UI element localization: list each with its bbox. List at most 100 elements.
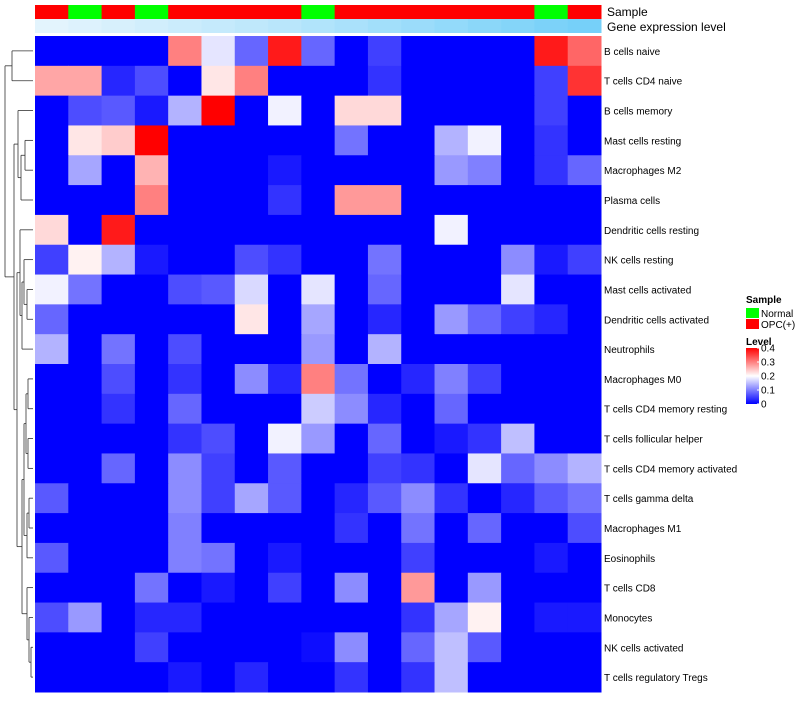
heatmap-cell bbox=[434, 214, 469, 246]
heatmap-cell bbox=[35, 65, 69, 97]
heatmap-cell bbox=[467, 572, 502, 604]
heatmap-cell bbox=[134, 483, 169, 514]
heatmap-cell bbox=[367, 393, 402, 425]
heatmap-cell bbox=[35, 423, 69, 454]
heatmap-cell bbox=[35, 155, 69, 186]
heatmap-cell bbox=[567, 483, 602, 514]
heatmap-cell bbox=[567, 185, 602, 216]
heatmap-cell bbox=[534, 334, 569, 365]
sample-annotation-cell bbox=[168, 5, 202, 19]
heatmap-cell bbox=[68, 214, 103, 246]
heatmap-cell bbox=[467, 185, 502, 216]
legend-level-colorbar bbox=[746, 348, 759, 404]
heatmap-cell bbox=[501, 542, 535, 574]
heatmap-cell bbox=[534, 632, 569, 663]
heatmap-cell bbox=[101, 632, 136, 663]
heatmap-cell bbox=[367, 214, 402, 246]
heatmap-cell bbox=[201, 95, 236, 126]
heatmap-cell bbox=[534, 483, 569, 514]
sample-annotation-cell bbox=[301, 5, 336, 19]
heatmap-cell bbox=[567, 125, 602, 156]
heatmap-cell bbox=[401, 662, 436, 693]
heatmap-cell bbox=[501, 185, 535, 216]
heatmap-cell bbox=[501, 423, 535, 454]
heatmap-cell bbox=[501, 155, 535, 186]
heatmap-cell bbox=[334, 602, 369, 633]
gene-expression-annotation-cell bbox=[534, 19, 569, 33]
heatmap-cells bbox=[35, 36, 602, 693]
heatmap-cell bbox=[68, 542, 103, 574]
heatmap-cell bbox=[201, 244, 236, 276]
heatmap-cell bbox=[301, 36, 336, 67]
heatmap-cell bbox=[101, 572, 136, 604]
heatmap-cell bbox=[234, 36, 269, 67]
legend-level-tick-label: 0 bbox=[761, 400, 767, 411]
heatmap-cell bbox=[234, 95, 269, 126]
heatmap-cell bbox=[467, 274, 502, 305]
heatmap-cell bbox=[101, 244, 136, 276]
legend-level-tick-label: 0.1 bbox=[761, 386, 775, 397]
heatmap-cell bbox=[68, 304, 103, 335]
heatmap-cell bbox=[234, 334, 269, 365]
heatmap-cell bbox=[35, 542, 69, 574]
sample-annotation-cell bbox=[134, 5, 169, 19]
heatmap-cell bbox=[467, 513, 502, 544]
heatmap-cell bbox=[168, 602, 202, 633]
heatmap-cell bbox=[401, 572, 436, 604]
heatmap-cell bbox=[234, 304, 269, 335]
sample-annotation-cell bbox=[534, 5, 569, 19]
heatmap-cell bbox=[334, 155, 369, 186]
heatmap-cell bbox=[301, 632, 336, 663]
heatmap-cell bbox=[301, 125, 336, 156]
heatmap-cell bbox=[168, 513, 202, 544]
heatmap-cell bbox=[168, 423, 202, 454]
heatmap-cell bbox=[134, 513, 169, 544]
heatmap-cell bbox=[567, 423, 602, 454]
heatmap-cell bbox=[268, 274, 302, 305]
heatmap-cell bbox=[501, 602, 535, 633]
heatmap-cell bbox=[268, 423, 302, 454]
heatmap-cell bbox=[334, 334, 369, 365]
legend-level-tick-label: 0.4 bbox=[761, 344, 775, 355]
heatmap-cell bbox=[467, 542, 502, 574]
heatmap-cell bbox=[534, 393, 569, 425]
heatmap-cell bbox=[434, 364, 469, 395]
heatmap-cell bbox=[334, 662, 369, 693]
heatmap-cell bbox=[467, 483, 502, 514]
heatmap-cell bbox=[367, 65, 402, 97]
heatmap-cell bbox=[234, 572, 269, 604]
heatmap-cell bbox=[567, 542, 602, 574]
heatmap-cell bbox=[68, 572, 103, 604]
heatmap-cell bbox=[35, 214, 69, 246]
heatmap-cell bbox=[301, 513, 336, 544]
heatmap-cell bbox=[367, 632, 402, 663]
heatmap-cell bbox=[234, 423, 269, 454]
legend-opc-label: OPC(+) bbox=[761, 320, 795, 331]
heatmap-cell bbox=[501, 244, 535, 276]
legend-normal-swatch bbox=[746, 308, 759, 318]
heatmap-cell bbox=[501, 453, 535, 484]
sample-annotation-cell bbox=[567, 5, 602, 19]
heatmap-cell bbox=[168, 304, 202, 335]
heatmap-cell bbox=[168, 632, 202, 663]
row-label: NK cells activated bbox=[604, 643, 683, 654]
heatmap-cell bbox=[201, 364, 236, 395]
heatmap-cell bbox=[534, 602, 569, 633]
heatmap-cell bbox=[401, 632, 436, 663]
heatmap-cell bbox=[534, 304, 569, 335]
heatmap-cell bbox=[234, 632, 269, 663]
row-label: Macrophages M0 bbox=[604, 375, 682, 386]
sample-annotation-cell bbox=[68, 5, 103, 19]
heatmap-cell bbox=[367, 542, 402, 574]
heatmap-cell bbox=[501, 36, 535, 67]
heatmap-cell bbox=[301, 572, 336, 604]
heatmap-cell bbox=[101, 453, 136, 484]
heatmap-cell bbox=[434, 602, 469, 633]
heatmap-cell bbox=[35, 572, 69, 604]
heatmap-cell bbox=[234, 513, 269, 544]
heatmap-cell bbox=[168, 483, 202, 514]
heatmap-cell bbox=[467, 632, 502, 663]
heatmap-cell bbox=[301, 364, 336, 395]
heatmap-cell bbox=[101, 602, 136, 633]
heatmap-cell bbox=[534, 95, 569, 126]
